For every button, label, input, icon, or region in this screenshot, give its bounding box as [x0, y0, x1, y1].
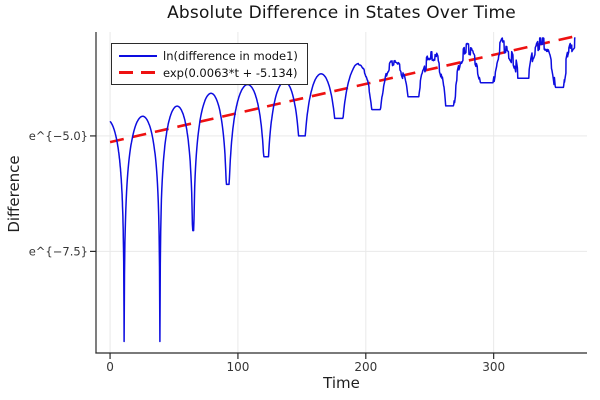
legend-entry-blue: ln(difference in mode1)	[119, 47, 302, 64]
legend-label-blue: ln(difference in mode1)	[163, 48, 298, 63]
legend-line-sample-red	[119, 71, 157, 74]
x-tick-label: 0	[106, 360, 114, 374]
x-tick-label: 100	[226, 360, 249, 374]
legend-line-sample-blue	[119, 54, 157, 57]
y-tick-label: e^{−7.5}	[29, 244, 88, 258]
legend-entry-red: exp(0.0063*t + -5.134)	[119, 64, 302, 81]
legend-label-red: exp(0.0063*t + -5.134)	[163, 65, 298, 80]
x-axis-label: Time	[323, 374, 360, 392]
y-axis-label: Difference	[5, 155, 23, 233]
series-line-log-difference	[109, 37, 577, 343]
legend: ln(difference in mode1) exp(0.0063*t + -…	[111, 43, 308, 85]
x-tick-label: 300	[482, 360, 505, 374]
chart-title: Absolute Difference in States Over Time	[167, 3, 516, 23]
y-tick-label: e^{−5.0}	[29, 129, 88, 143]
x-tick-label: 200	[354, 360, 377, 374]
